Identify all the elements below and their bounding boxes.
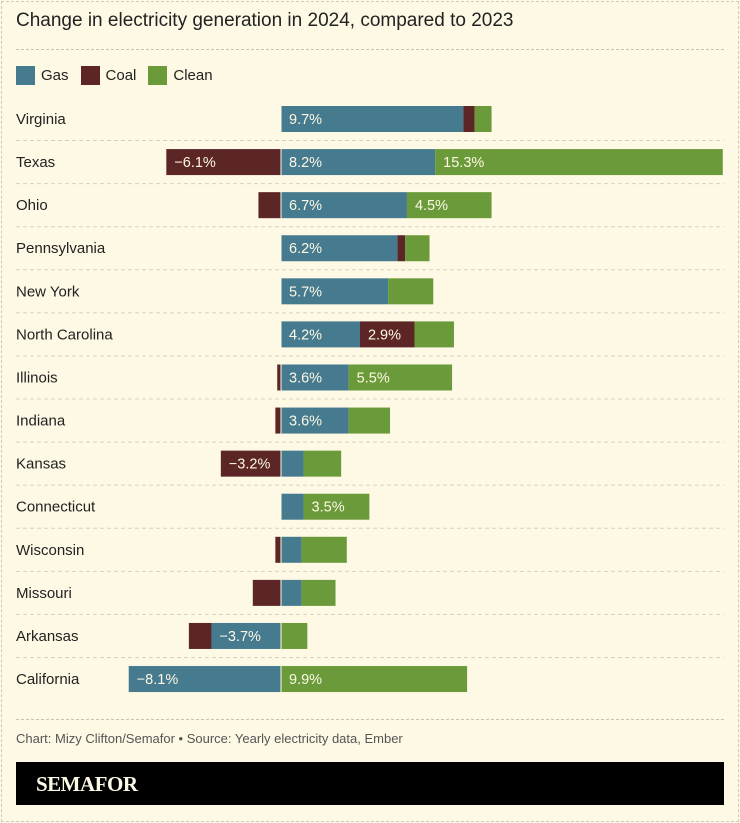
bar-clean: [405, 235, 430, 262]
legend-swatch-clean: [148, 66, 168, 85]
bar-gas: [281, 106, 464, 132]
bar-coal: [397, 235, 406, 262]
bar-clean: [303, 450, 342, 477]
bar-clean: [435, 149, 723, 176]
data-label: 5.5%: [357, 370, 390, 386]
legend-swatch-gas: [16, 66, 35, 85]
bar-gas: [281, 407, 349, 434]
data-label: 3.5%: [312, 500, 345, 516]
category-label: Indiana: [16, 413, 66, 430]
bar-gas: [281, 493, 304, 520]
legend: Gas Coal Clean: [16, 66, 213, 85]
data-label: −3.2%: [229, 457, 271, 473]
data-label: 9.7%: [289, 112, 322, 128]
legend-label: Clean: [173, 67, 213, 84]
bar-gas: [281, 579, 302, 606]
bar-gas: [281, 192, 407, 219]
footer-bar: SEMAFOR: [16, 762, 724, 805]
bar-chart: Virginia 9.7% Texas 8.2% −6.1% 15.3% Ohio 6.7% 4…: [16, 96, 724, 696]
bar-clean: [348, 364, 453, 391]
category-label: Connecticut: [16, 499, 96, 516]
legend-item-coal: Coal: [80, 66, 137, 85]
category-label: Ohio: [16, 197, 48, 214]
data-label: 2.9%: [368, 327, 401, 343]
bar-clean: [474, 106, 492, 132]
bar-gas: [211, 622, 281, 649]
bar-coal: [275, 536, 281, 563]
bar-gas: [281, 235, 398, 262]
data-label: 8.2%: [289, 155, 322, 171]
chart-title: Change in electricity generation in 2024…: [16, 10, 514, 31]
legend-item-gas: Gas: [16, 66, 69, 85]
bar-coal: [277, 364, 281, 391]
bar-gas: [281, 149, 436, 176]
bar-clean: [281, 666, 468, 693]
credit-line: Chart: Mizy Clifton/Semafor • Source: Ye…: [16, 731, 403, 746]
category-label: Illinois: [16, 369, 58, 386]
legend-label: Coal: [105, 67, 137, 84]
divider: [16, 49, 724, 50]
data-label: 3.6%: [289, 370, 322, 386]
bar-coal: [275, 407, 281, 434]
bar-coal: [252, 579, 281, 606]
bar-coal: [258, 192, 281, 219]
category-label: Wisconsin: [16, 542, 84, 559]
bar-clean: [414, 321, 454, 348]
bar-gas: [281, 364, 349, 391]
bar-clean: [406, 192, 492, 219]
data-label: 3.6%: [289, 414, 322, 430]
bar-clean: [281, 622, 308, 649]
bar-coal: [463, 106, 475, 132]
semafor-logo: SEMAFOR: [36, 772, 138, 796]
category-label: Pennsylvania: [16, 240, 106, 257]
data-label: 9.9%: [289, 672, 322, 688]
data-label: 6.2%: [289, 241, 322, 257]
data-label: −6.1%: [174, 155, 216, 171]
data-label: 4.2%: [289, 327, 322, 343]
bar-clean: [303, 493, 370, 520]
bar-gas: [281, 278, 389, 305]
bar-gas: [128, 666, 281, 693]
data-label: 6.7%: [289, 198, 322, 214]
data-label: 15.3%: [443, 155, 484, 171]
bar-coal: [359, 321, 415, 348]
category-label: Virginia: [16, 111, 66, 128]
bar-gas: [281, 321, 360, 348]
bar-clean: [301, 579, 336, 606]
data-label: 4.5%: [415, 198, 448, 214]
bar-clean: [301, 536, 347, 563]
legend-item-clean: Clean: [148, 66, 213, 85]
category-label: New York: [16, 283, 80, 300]
category-label: California: [16, 671, 80, 688]
category-label: Texas: [16, 154, 55, 171]
bar-coal: [166, 149, 281, 176]
bar-clean: [348, 407, 391, 434]
bar-clean: [388, 278, 434, 305]
category-label: North Carolina: [16, 326, 113, 343]
legend-label: Gas: [41, 67, 69, 84]
category-label: Kansas: [16, 456, 66, 473]
bar-gas: [281, 450, 304, 477]
divider: [16, 719, 724, 720]
category-label: Arkansas: [16, 628, 79, 645]
data-label: −3.7%: [219, 629, 261, 645]
category-label: Missouri: [16, 585, 72, 602]
bar-coal: [220, 450, 281, 477]
data-label: −8.1%: [137, 672, 179, 688]
bar-gas: [281, 536, 302, 563]
legend-swatch-coal: [80, 66, 100, 85]
bar-coal: [188, 622, 212, 649]
data-label: 5.7%: [289, 284, 322, 300]
